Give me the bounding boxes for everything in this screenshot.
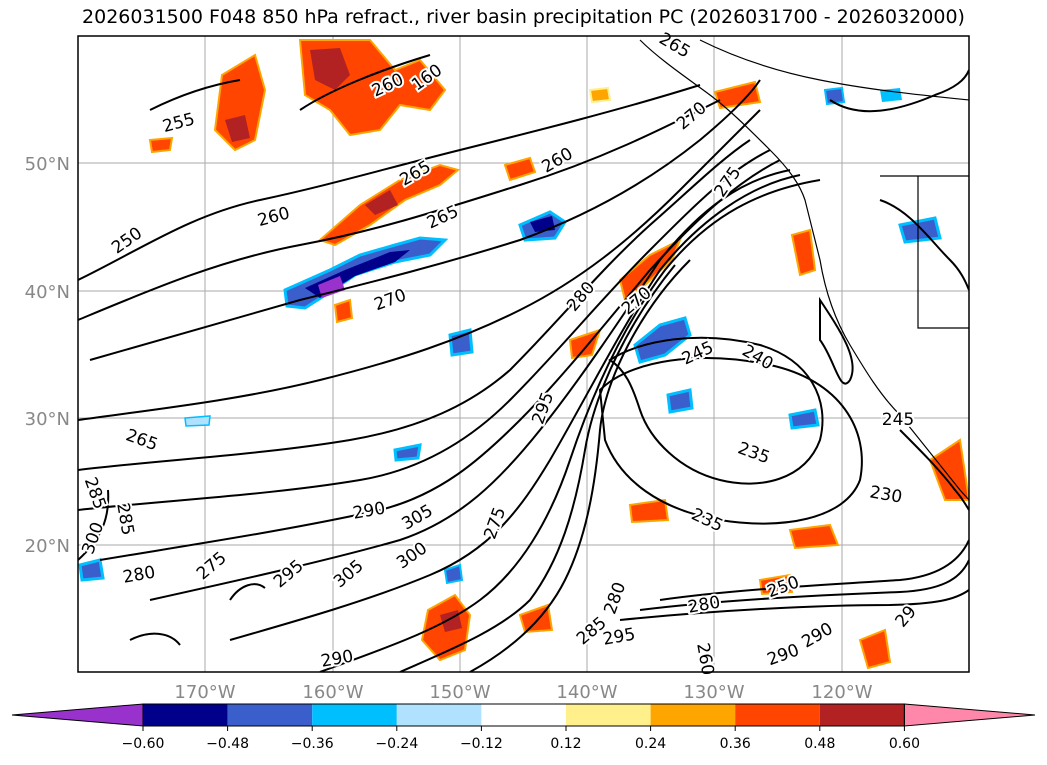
precip-anomaly-fills: [78, 39, 969, 670]
negative-anomaly-patch: [823, 86, 846, 106]
positive-anomaly-patch: [790, 228, 817, 277]
negative-anomaly-patch: [443, 563, 464, 585]
colorbar-tick-label: −0.60: [122, 736, 165, 752]
negative-anomaly-patch: [898, 216, 942, 244]
colorbar-tick-label: 0.48: [804, 736, 835, 752]
positive-anomaly-patch: [628, 498, 670, 524]
negative-anomaly-patch: [666, 388, 694, 414]
colorbar-tick-label: −0.24: [375, 736, 418, 752]
lat-label: 20°N: [25, 536, 70, 557]
colorbar-tick-label: 0.36: [720, 736, 751, 752]
lon-label: 140°W: [556, 682, 617, 703]
colorbar-tick-label: −0.12: [460, 736, 503, 752]
lon-label: 120°W: [811, 682, 872, 703]
colorbar-segment: [312, 704, 397, 726]
lat-label: 50°N: [25, 154, 70, 175]
contour-label: 245: [882, 410, 914, 430]
positive-anomaly-patch: [568, 328, 602, 360]
colorbar-frame: [142, 703, 905, 727]
positive-anomaly-patch: [928, 438, 969, 501]
positive-anomaly-patch: [588, 86, 612, 104]
positive-anomaly-patch: [148, 136, 174, 154]
colorbar-extend-low: [11, 703, 144, 727]
lat-label: 30°N: [25, 409, 70, 430]
colorbar-tick-label: −0.48: [206, 736, 249, 752]
colorbar-segment: [566, 704, 651, 726]
lon-label: 170°W: [174, 682, 235, 703]
positive-anomaly-patch: [225, 115, 250, 142]
refractivity-contours: [78, 54, 969, 672]
negative-anomaly-patch: [393, 443, 422, 462]
negative-anomaly-patch: [788, 408, 820, 430]
negative-anomaly-patch: [318, 276, 345, 298]
colorbar-tick-label: −0.36: [291, 736, 334, 752]
negative-anomaly-patch: [78, 558, 105, 582]
longitude-labels: 170°W 160°W 150°W 140°W 130°W 120°W: [174, 682, 872, 703]
negative-anomaly-patch: [184, 415, 211, 427]
map-frame: [77, 35, 970, 673]
negative-anomaly-patch: [448, 328, 474, 357]
map-title: 2026031500 F048 850 hPa refract., river …: [82, 6, 965, 28]
colorbar-tick-label: 0.12: [550, 736, 581, 752]
positive-anomaly-patch: [788, 523, 840, 550]
latitude-labels: 50°N 40°N 30°N 20°N: [25, 154, 70, 557]
colorbar-segment: [735, 704, 820, 726]
lon-label: 150°W: [429, 682, 490, 703]
coastline: [639, 39, 969, 501]
positive-anomaly-patch: [333, 298, 354, 324]
positive-anomaly-patch: [310, 48, 350, 90]
positive-anomaly-patch: [365, 190, 398, 215]
positive-anomaly-patch: [713, 80, 762, 110]
positive-anomaly-patch: [503, 156, 537, 182]
colorbar: −0.60 −0.48 −0.36 −0.24 −0.12 0.12 0.24 0.36 0.4…: [11, 703, 1036, 752]
colorbar-segment: [650, 704, 736, 726]
colorbar-segment: [227, 704, 313, 726]
colorbar-tick-label: 0.24: [635, 736, 666, 752]
colorbar-segment: [396, 704, 482, 726]
lon-label: 130°W: [683, 682, 744, 703]
colorbar-tick-label: 0.60: [889, 736, 920, 752]
colorbar-segment: [481, 704, 566, 726]
map-panel[interactable]: [78, 36, 969, 672]
lon-label: 160°W: [302, 682, 363, 703]
colorbar-segment: [143, 704, 228, 726]
lat-label: 40°N: [25, 282, 70, 303]
positive-anomaly-patch: [858, 628, 892, 670]
colorbar-segment: [819, 704, 905, 726]
colorbar-extend-high: [903, 703, 1036, 727]
